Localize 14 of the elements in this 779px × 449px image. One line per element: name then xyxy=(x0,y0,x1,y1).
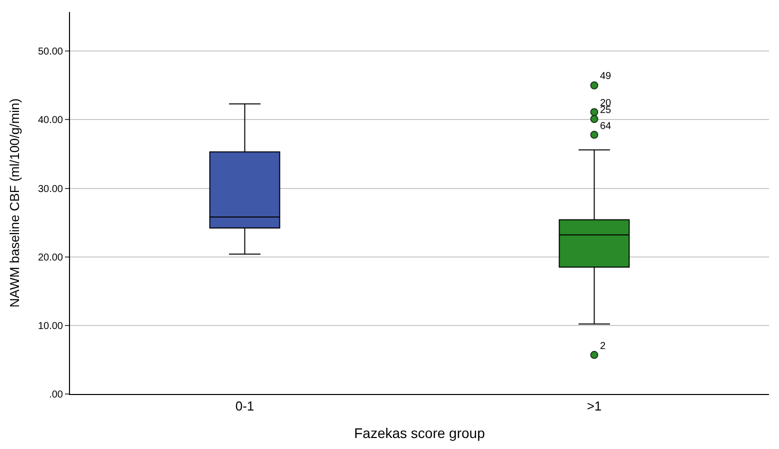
y-tick-label: 50.00 xyxy=(38,46,64,58)
annotation: 49 xyxy=(600,71,612,82)
x-tick-label: 0-1 xyxy=(235,398,254,414)
y-tick-label: 30.00 xyxy=(38,184,64,195)
y-tick-label: .00 xyxy=(49,390,64,400)
x-tick-label: >1 xyxy=(586,398,602,414)
y-tick-label: 20.00 xyxy=(38,252,64,264)
y-tick-label: 10.00 xyxy=(38,320,64,332)
annotation: 25 xyxy=(600,105,612,116)
annotation: 64 xyxy=(600,121,612,132)
y-tick-label: 40.00 xyxy=(38,115,64,126)
x-axis-title: Fazekas score group xyxy=(354,424,486,441)
y-axis-title: NAWM baseline CBF (ml/100/g/min) xyxy=(6,98,22,308)
annotation: 2 xyxy=(600,341,606,352)
